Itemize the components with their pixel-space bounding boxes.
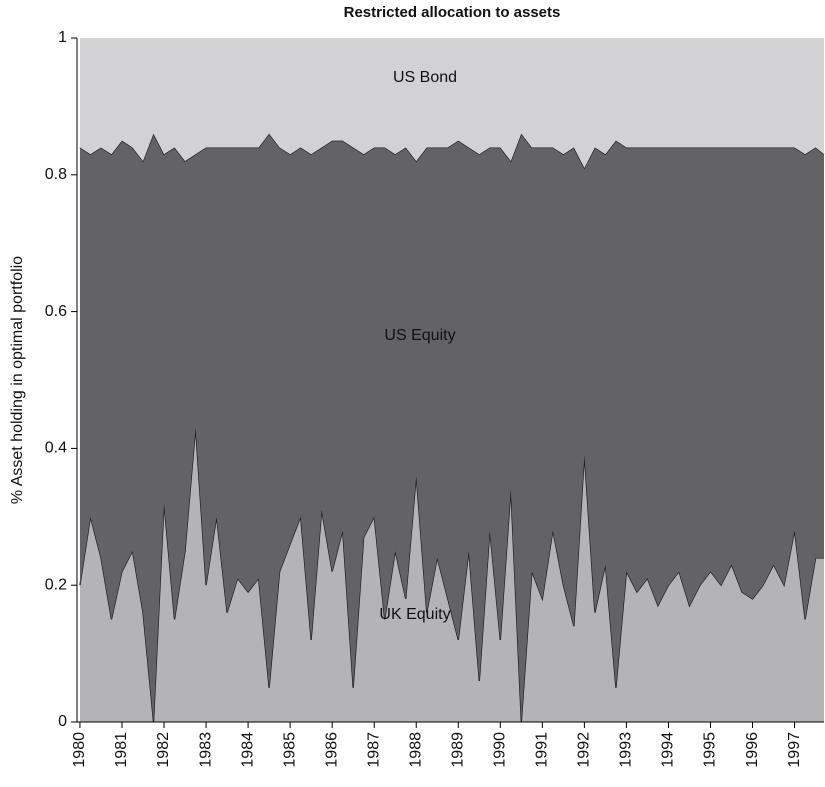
x-tick-label: 1987 [365,732,382,768]
x-tick-label: 1996 [744,732,761,768]
x-tick-label: 1980 [71,732,88,768]
area [79,133,824,722]
x-tick-label: 1997 [786,732,803,768]
x-tick-label: 1983 [197,732,214,768]
x-tick-label: 1989 [449,732,466,768]
y-tick-label: 0.8 [45,166,67,183]
y-tick-label: 0.6 [45,303,67,320]
x-tick-label: 1985 [281,732,298,768]
x-tick-label: 1984 [239,732,256,768]
x-tick-label: 1988 [407,732,424,768]
x-tick-label: 1981 [113,732,130,768]
y-axis-label: % Asset holding in optimal portfolio [9,256,26,504]
x-tick-label: 1994 [660,732,677,768]
chart-title: Restricted allocation to assets [344,4,561,21]
y-tick-label: 0.4 [45,440,67,457]
x-tick-label: 1982 [155,732,172,768]
x-tick-label: 1995 [702,732,719,768]
x-tick-label: 1992 [576,732,593,768]
area [79,427,824,722]
area [79,38,824,168]
y-tick-label: 1 [58,29,67,46]
area-label: US Bond [393,69,457,86]
y-tick-label: 0.2 [45,576,67,593]
x-tick-label: 1990 [492,732,509,768]
area-label: US Equity [384,327,455,344]
x-tick-label: 1991 [534,732,551,768]
x-tick-label: 1993 [618,732,635,768]
y-tick-label: 0 [58,713,67,730]
area-label: UK Equity [379,606,450,623]
x-tick-label: 1986 [323,732,340,768]
